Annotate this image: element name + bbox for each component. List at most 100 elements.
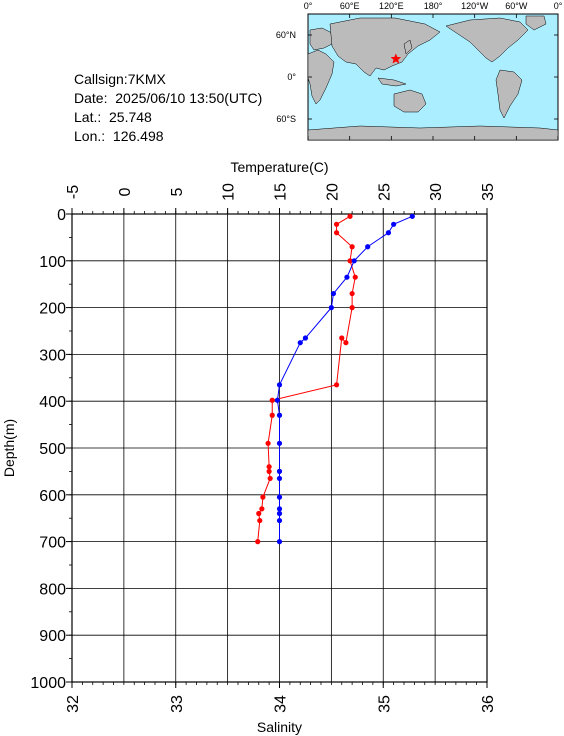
map-lon-label: 120°W	[461, 1, 489, 11]
salinity-point	[276, 517, 283, 524]
temperature-tick-label: 5	[169, 187, 186, 196]
temperature-tick-label: 0	[117, 187, 134, 196]
salinity-point	[276, 510, 283, 517]
salinity-axis-title: Salinity	[257, 719, 302, 735]
depth-tick-label: 600	[39, 488, 66, 505]
profile-plot: -5 0 5 10 15 20 25 30 35 32 33 34 35 36 0 100 200 300 400 5…	[1, 159, 497, 735]
salinity-point	[274, 397, 281, 403]
temperature-point	[333, 382, 340, 388]
depth-tick-label: 100	[39, 254, 66, 271]
temperature-point	[255, 539, 261, 545]
map-lon-label: 60°W	[505, 1, 528, 11]
south-america-shape	[495, 69, 523, 119]
temperature-point	[269, 412, 275, 418]
asia-shape	[329, 17, 441, 77]
temperature-point	[269, 397, 275, 403]
salinity-point	[351, 258, 357, 264]
salinity-point	[302, 335, 309, 341]
salinity-point	[276, 412, 283, 418]
temperature-point	[257, 517, 263, 524]
map-lon-label: 0°	[554, 1, 563, 11]
temperature-point	[343, 340, 349, 346]
europe-shape	[309, 27, 335, 51]
salinity-tick-label: 32	[65, 695, 82, 713]
salinity-point	[276, 506, 283, 512]
temperature-tick-label: 35	[480, 183, 497, 201]
temperature-tick-label: 20	[324, 183, 341, 201]
temperature-line	[257, 215, 356, 542]
station-info: Callsign:7KMX Date: 2025/06/10 13:50(UTC…	[74, 70, 262, 146]
north-america-shape	[445, 17, 529, 63]
temperature-tick-label: 15	[273, 183, 290, 201]
temperature-point	[266, 468, 272, 474]
map-ticks	[307, 14, 559, 140]
australia-shape	[393, 89, 427, 113]
map-lon-label: 120°E	[379, 1, 404, 11]
depth-tick-label: 500	[39, 441, 66, 458]
salinity-point	[276, 382, 283, 388]
map-lat-label: 60°N	[276, 30, 296, 40]
axes: -5 0 5 10 15 20 25 30 35 32 33 34 35 36 0 100 200 300 400 5…	[30, 183, 497, 713]
depth-tick-label: 400	[39, 394, 66, 411]
salinity-point	[276, 494, 283, 500]
temperature-point	[347, 258, 353, 264]
depth-tick-label: 1000	[30, 675, 66, 692]
depth-tick-label: 700	[39, 535, 66, 552]
temperature-point	[352, 274, 358, 280]
temperature-point	[256, 510, 262, 517]
temperature-point	[349, 244, 355, 250]
salinity-point	[276, 468, 283, 474]
depth-tick-label: 0	[57, 207, 66, 224]
temperature-point	[347, 213, 353, 219]
temperature-point	[333, 221, 340, 227]
salinity-point	[391, 221, 397, 227]
map-lat-label: 60°S	[276, 114, 296, 124]
depth-tick-label: 300	[39, 347, 66, 364]
depth-tick-label: 200	[39, 301, 66, 318]
lon-text: Lon.: 126.498	[74, 128, 164, 144]
salinity-tick-label: 35	[376, 695, 393, 713]
salinity-tick-label: 36	[480, 695, 497, 713]
map-lat-label: 0°	[287, 72, 296, 82]
temperature-point	[265, 440, 271, 446]
temperature-point	[267, 475, 273, 482]
depth-tick-label: 800	[39, 581, 66, 598]
salinity-tick-label: 33	[169, 695, 186, 713]
depth-tick-label: 900	[39, 628, 66, 645]
temperature-tick-label: -5	[65, 185, 82, 199]
series-layer	[255, 213, 415, 545]
map-lon-label: 60°E	[340, 1, 360, 11]
temperature-point	[349, 290, 355, 297]
map-axis-labels: 0° 60°E 120°E 180° 120°W 60°W 0° 60°N 0° 60°S	[276, 1, 563, 124]
salinity-point	[344, 274, 350, 280]
salinity-point	[409, 213, 415, 219]
salinity-point	[297, 340, 303, 346]
temperature-point	[349, 305, 355, 311]
station-marker-star	[390, 53, 402, 64]
sea-islands-shape	[377, 77, 407, 87]
africa-shape	[307, 49, 335, 105]
salinity-point	[276, 475, 283, 482]
salinity-point	[276, 539, 283, 545]
temperature-point	[266, 464, 272, 470]
temperature-tick-label: 30	[428, 183, 445, 201]
map-lon-label: 0°	[304, 1, 313, 11]
salinity-point	[365, 244, 371, 250]
salinity-point	[276, 440, 283, 446]
temperature-tick-label: 10	[221, 183, 238, 201]
lat-text: Lat.: 25.748	[74, 109, 152, 125]
world-map: 0° 60°E 120°E 180° 120°W 60°W 0° 60°N 0° 60°S	[276, 1, 563, 141]
temperature-axis-title: Temperature(C)	[230, 159, 328, 175]
callsign-text: Callsign:7KMX	[74, 71, 166, 87]
temperature-point	[260, 494, 266, 500]
japan-shape	[403, 39, 413, 55]
temperature-tick-label: 25	[376, 183, 393, 201]
salinity-point	[385, 230, 392, 236]
temperature-point	[259, 506, 265, 512]
greenland-shape	[525, 15, 547, 31]
salinity-line	[276, 215, 413, 542]
date-text: Date: 2025/06/10 13:50(UTC)	[74, 90, 263, 106]
map-land	[307, 15, 559, 141]
salinity-tick-label: 34	[273, 695, 290, 713]
